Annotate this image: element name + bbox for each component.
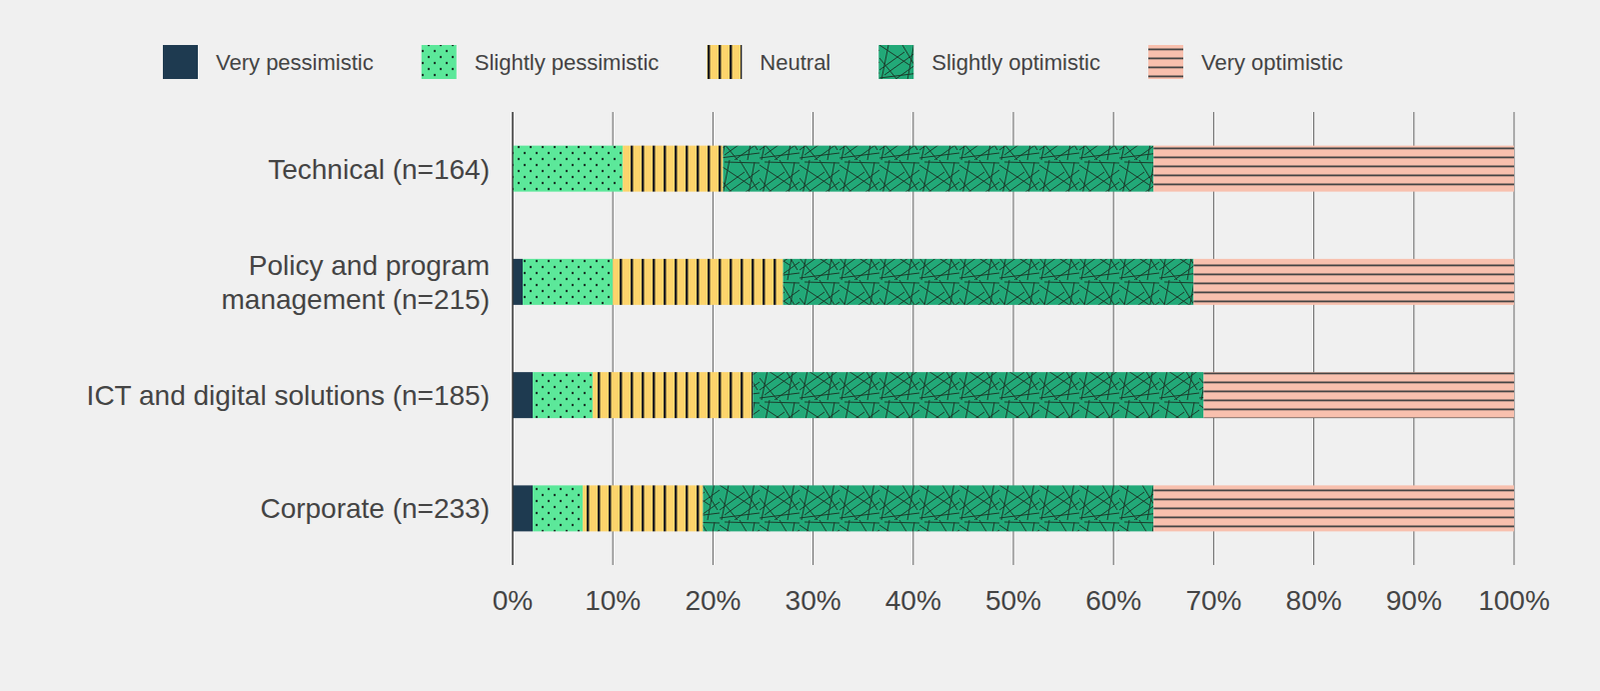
bar-segment <box>512 145 623 192</box>
bars <box>512 145 1515 532</box>
tick-label: 70% <box>1185 584 1242 616</box>
bar-segment <box>722 145 1154 192</box>
tick-label: 10% <box>584 584 641 616</box>
bar-segment <box>532 371 593 418</box>
tick-label: 20% <box>684 584 741 616</box>
bar-segment <box>512 484 533 531</box>
category-label: Policy and programmanagement (n=215) <box>220 249 490 315</box>
bar-segment <box>592 371 753 418</box>
category-label: ICT and digital solutions (n=185) <box>86 379 490 411</box>
tick-label: 40% <box>885 584 942 616</box>
tick-label: 50% <box>985 584 1042 616</box>
legend-label: Very pessimistic <box>215 49 374 75</box>
tick-label: 0% <box>492 584 533 616</box>
bar-segment <box>622 145 723 192</box>
grid-line <box>512 111 514 565</box>
category-label: Technical (n=164) <box>267 153 490 185</box>
bar-segment <box>752 371 1204 418</box>
bar-segment <box>1193 258 1515 305</box>
legend-label: Slightly optimistic <box>931 49 1101 75</box>
legend-swatch <box>421 44 457 79</box>
chart: 0% 10% 20% 30% 40% 50% 60% 70% 80% 90% 100% Technic… <box>0 0 1600 691</box>
bar-segment <box>1153 145 1515 192</box>
bar-segment <box>702 484 1154 531</box>
tick-label: 100% <box>1478 584 1551 616</box>
bar-segment <box>1203 371 1515 418</box>
tick-label: 30% <box>785 584 842 616</box>
axis-line <box>511 111 513 565</box>
tick-label: 60% <box>1085 584 1142 616</box>
legend-swatch <box>706 44 742 79</box>
bar-segment <box>512 371 533 418</box>
tick-label: 80% <box>1286 584 1343 616</box>
legend-swatch <box>878 44 914 79</box>
bar-segment <box>512 258 523 305</box>
bar-segment <box>582 484 703 531</box>
tick-label: 90% <box>1386 584 1443 616</box>
bar-segment <box>612 258 783 305</box>
bar-segment <box>522 258 613 305</box>
legend-label: Very optimistic <box>1201 49 1344 75</box>
category-label: Corporate (n=233) <box>259 492 490 524</box>
bar-segment <box>783 258 1195 305</box>
legend-label: Slightly pessimistic <box>474 49 660 75</box>
legend-swatch <box>1148 44 1184 79</box>
bar-segment <box>532 484 583 531</box>
legend-swatch <box>162 44 198 79</box>
bar-segment <box>1153 484 1515 531</box>
legend-label: Neutral <box>759 49 831 75</box>
